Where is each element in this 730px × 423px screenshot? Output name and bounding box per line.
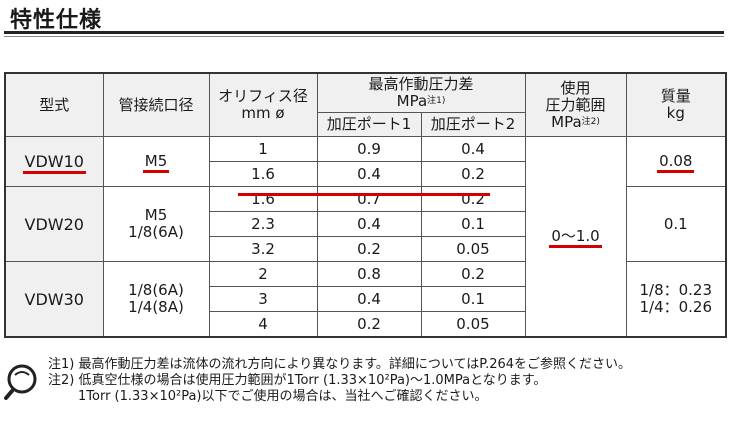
port-line: 1/8(6A)	[128, 223, 184, 241]
p1-cell: 0.4	[316, 161, 422, 187]
header-max-diff-line2: MPa注1)	[318, 93, 525, 110]
header-range-line1: 使用	[560, 78, 591, 97]
port-line: M5	[144, 206, 168, 224]
p1-cell: 0.4	[316, 286, 422, 312]
model-cell: VDW10	[4, 136, 104, 187]
p2-cell: 0.4	[420, 136, 526, 162]
orifice-cell: 1.6	[208, 161, 318, 187]
note-2-cont: 1Torr (1.33×10²Pa)以下でご使用の場合は、当社へご確認ください。	[78, 389, 488, 404]
title-underline	[4, 31, 724, 34]
note-1: 注1) 最高作動圧力差は流体の流れ方向により異なります。詳細についてはP.264…	[48, 357, 632, 372]
p1-cell: 0.9	[316, 136, 422, 162]
p1-cell: 0.2	[316, 236, 422, 262]
p1-cell: 0.4	[316, 211, 422, 237]
mass-vdw10: 0.08	[657, 152, 695, 173]
orifice-cell: 2.3	[208, 211, 318, 237]
mass-line: 1/4：0.26	[639, 298, 713, 316]
p2-cell: 0.05	[420, 311, 526, 338]
mass-cell: 0.1	[625, 186, 727, 262]
notes: 注1) 最高作動圧力差は流体の流れ方向により異なります。詳細についてはP.264…	[48, 357, 631, 405]
p2-cell: 0.1	[420, 286, 526, 312]
spec-table: 型式 管接続口径 オリフィス径 mm ø 最高作動圧力差 MPa注1) 使用 圧…	[4, 72, 728, 338]
p2-cell: 0.1	[420, 211, 526, 237]
model-cell: VDW20	[4, 186, 104, 262]
header-range-line2: 圧力範囲	[545, 95, 606, 114]
note-2: 注2) 低真空仕様の場合は使用圧力範囲が1Torr (1.33×10²Pa)〜1…	[48, 373, 547, 388]
header-max-diff-line1: 最高作動圧力差	[368, 75, 474, 93]
orifice-cell: 4	[208, 311, 318, 338]
p2-cell: 0.2	[420, 161, 526, 187]
header-mass-line1: 質量	[660, 87, 691, 105]
orifice-cell: 3.2	[208, 236, 318, 262]
p2-cell: 0.2	[420, 261, 526, 287]
p1-cell: 0.8	[316, 261, 422, 287]
model-cell: VDW30	[4, 261, 104, 338]
mass-cell: 0.08	[625, 136, 727, 187]
mass-cell: 1/8：0.23 1/4：0.26	[625, 261, 727, 338]
header-port2: 加圧ポート2	[420, 112, 526, 137]
header-orifice: オリフィス径 mm ø	[208, 72, 318, 137]
p2-cell: 0.05	[420, 236, 526, 262]
header-model: 型式	[4, 72, 104, 137]
header-range-line3: MPa注2)	[526, 112, 626, 131]
title-underline-thin	[4, 36, 724, 37]
header-port: 管接続口径	[102, 72, 210, 137]
orifice-cell: 3	[208, 286, 318, 312]
magnifier-note-icon	[4, 364, 37, 400]
port-vdw10: M5	[142, 152, 170, 173]
header-range-unit: MPa	[551, 112, 582, 131]
header-max-diff-note: 注1)	[427, 96, 446, 106]
header-mass-line2: kg	[666, 104, 685, 122]
p1-cell: 0.2	[316, 311, 422, 338]
header-range-note: 注2)	[581, 116, 600, 127]
p1-cell: 0.7	[316, 186, 422, 212]
header-orifice-line1: オリフィス径	[218, 87, 308, 105]
page-title: 特性仕様	[10, 8, 103, 33]
p2-cell: 0.2	[420, 186, 526, 212]
port-line: 1/8(6A)	[128, 281, 184, 299]
highlight-underline-row	[238, 193, 490, 196]
orifice-cell: 1	[208, 136, 318, 162]
port-cell: 1/8(6A) 1/4(8A)	[102, 261, 210, 338]
port-line: 1/4(8A)	[128, 298, 184, 316]
header-max-diff-unit: MPa	[396, 92, 428, 110]
port-cell: M5	[102, 136, 210, 187]
header-orifice-line2: mm ø	[241, 104, 285, 122]
mass-line: 1/8：0.23	[639, 281, 713, 299]
header-mass: 質量 kg	[625, 72, 727, 137]
header-range: 使用 圧力範囲 MPa注2)	[524, 72, 627, 137]
port-cell: M5 1/8(6A)	[102, 186, 210, 262]
header-port1: 加圧ポート1	[316, 112, 422, 137]
pressure-range-value: 0〜1.0	[549, 227, 602, 248]
range-cell: 0〜1.0	[524, 136, 627, 338]
orifice-cell: 1.6	[208, 186, 318, 212]
model-vdw10: VDW10	[22, 152, 86, 174]
orifice-cell: 2	[208, 261, 318, 287]
header-max-diff: 最高作動圧力差 MPa注1)	[316, 72, 526, 113]
